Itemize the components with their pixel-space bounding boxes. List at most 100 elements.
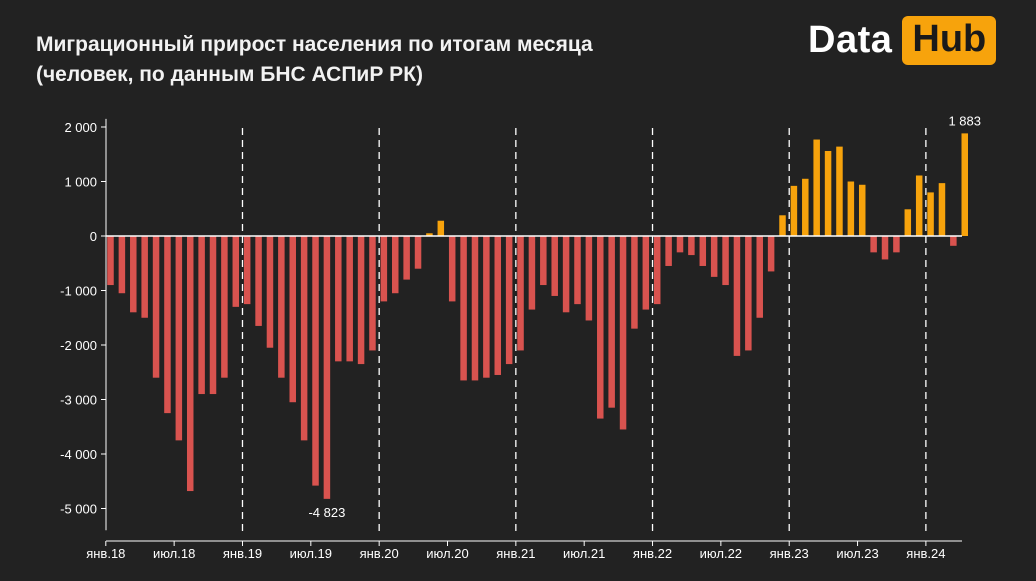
bar-negative bbox=[483, 236, 490, 378]
y-tick-label: -2 000 bbox=[60, 338, 97, 353]
x-tick-label: июл.19 bbox=[290, 546, 332, 561]
bar-negative bbox=[300, 236, 308, 441]
x-tick-label: июл.20 bbox=[426, 546, 468, 561]
title-line-1: Миграционный прирост населения по итогам… bbox=[36, 33, 593, 56]
bar-negative bbox=[870, 236, 877, 253]
x-tick-label: июл.23 bbox=[836, 546, 878, 561]
bar-negative bbox=[141, 236, 148, 318]
bar-positive bbox=[904, 209, 912, 236]
x-tick-label: янв.22 bbox=[633, 546, 672, 561]
y-tick-label: -5 000 bbox=[60, 502, 97, 517]
bar-negative bbox=[699, 236, 707, 266]
bar-positive bbox=[938, 183, 946, 236]
bar-negative bbox=[505, 236, 513, 365]
bar-positive bbox=[813, 139, 820, 236]
x-tick-label: янв.20 bbox=[360, 546, 399, 561]
bar-negative bbox=[289, 236, 296, 403]
bar-positive bbox=[426, 233, 433, 236]
bar-negative bbox=[323, 236, 331, 499]
bar-negative bbox=[414, 236, 422, 269]
y-tick-label: 1 000 bbox=[64, 175, 97, 190]
x-tick-label: янв.23 bbox=[770, 546, 809, 561]
bar-negative bbox=[585, 236, 593, 321]
x-tick-label: янв.21 bbox=[496, 546, 535, 561]
x-tick-label: июл.22 bbox=[700, 546, 742, 561]
bar-positive bbox=[927, 192, 934, 236]
bar-positive bbox=[847, 181, 855, 236]
bar-positive bbox=[824, 150, 832, 236]
bar-negative bbox=[733, 236, 741, 356]
bar-negative bbox=[130, 236, 137, 313]
bar-negative bbox=[631, 236, 638, 329]
logo-text-hub: Hub bbox=[902, 16, 997, 65]
y-tick-label: 2 000 bbox=[64, 120, 97, 135]
bar-negative bbox=[392, 236, 399, 294]
bar-positive bbox=[836, 146, 843, 236]
bar-negative bbox=[198, 236, 205, 395]
bar-negative bbox=[175, 236, 183, 441]
chart-title: Миграционный прирост населения по итогам… bbox=[36, 30, 593, 90]
bar-positive bbox=[790, 185, 798, 236]
bar-negative bbox=[255, 236, 262, 326]
bar-negative bbox=[164, 236, 171, 414]
y-tick-label: -4 000 bbox=[60, 447, 97, 462]
bar-negative bbox=[688, 236, 695, 256]
logo-text-data: Data bbox=[808, 19, 893, 61]
bar-negative bbox=[312, 236, 319, 486]
bar-negative bbox=[608, 236, 615, 408]
bar-negative bbox=[118, 236, 126, 294]
bar-negative bbox=[745, 236, 752, 351]
bar-negative bbox=[357, 236, 365, 365]
bar-negative bbox=[471, 236, 479, 381]
bar-negative bbox=[528, 236, 536, 310]
bar-negative bbox=[950, 236, 957, 246]
bar-negative bbox=[642, 236, 650, 310]
bar-negative bbox=[221, 236, 228, 378]
bar-positive bbox=[915, 175, 923, 236]
datahub-logo: Data Hub bbox=[808, 16, 997, 65]
bar-negative bbox=[335, 236, 342, 362]
bar-negative bbox=[243, 236, 251, 305]
y-tick-label: -3 000 bbox=[60, 393, 97, 408]
bar-negative bbox=[722, 236, 729, 286]
bar-negative bbox=[767, 236, 775, 272]
bar-negative bbox=[653, 236, 661, 305]
bar-negative bbox=[893, 236, 900, 253]
bar-negative bbox=[346, 236, 353, 362]
x-tick-label: янв.24 bbox=[906, 546, 945, 561]
bar-negative bbox=[278, 236, 285, 378]
bar-negative bbox=[369, 236, 376, 351]
x-tick-label: июл.21 bbox=[563, 546, 605, 561]
bar-negative bbox=[266, 236, 274, 348]
bar-negative bbox=[881, 236, 889, 260]
bar-negative bbox=[403, 236, 410, 280]
bar-positive bbox=[961, 133, 968, 236]
y-tick-label: 0 bbox=[90, 229, 97, 244]
x-tick-label: янв.18 bbox=[86, 546, 125, 561]
bar-negative bbox=[448, 236, 456, 302]
data-label: 1 883 bbox=[948, 113, 981, 128]
bar-negative bbox=[710, 236, 718, 277]
bar-negative bbox=[574, 236, 581, 305]
bar-negative bbox=[232, 236, 240, 307]
bar-negative bbox=[676, 236, 684, 253]
bar-negative bbox=[494, 236, 502, 375]
bar-negative bbox=[562, 236, 570, 313]
bar-negative bbox=[517, 236, 524, 351]
bar-positive bbox=[858, 184, 866, 236]
data-label: -4 823 bbox=[308, 505, 345, 520]
title-line-2: (человек, по данным БНС АСПиР РК) bbox=[36, 63, 424, 86]
bar-negative bbox=[551, 236, 558, 296]
bar-negative bbox=[209, 236, 217, 395]
bar-negative bbox=[540, 236, 547, 286]
bar-negative bbox=[460, 236, 467, 381]
bar-negative bbox=[186, 236, 194, 492]
y-tick-label: -1 000 bbox=[60, 284, 97, 299]
x-tick-label: июл.18 bbox=[153, 546, 195, 561]
bar-negative bbox=[756, 236, 763, 318]
bar-negative bbox=[619, 236, 627, 430]
bar-negative bbox=[597, 236, 604, 419]
bar-positive bbox=[802, 178, 809, 236]
bar-negative bbox=[665, 236, 672, 266]
